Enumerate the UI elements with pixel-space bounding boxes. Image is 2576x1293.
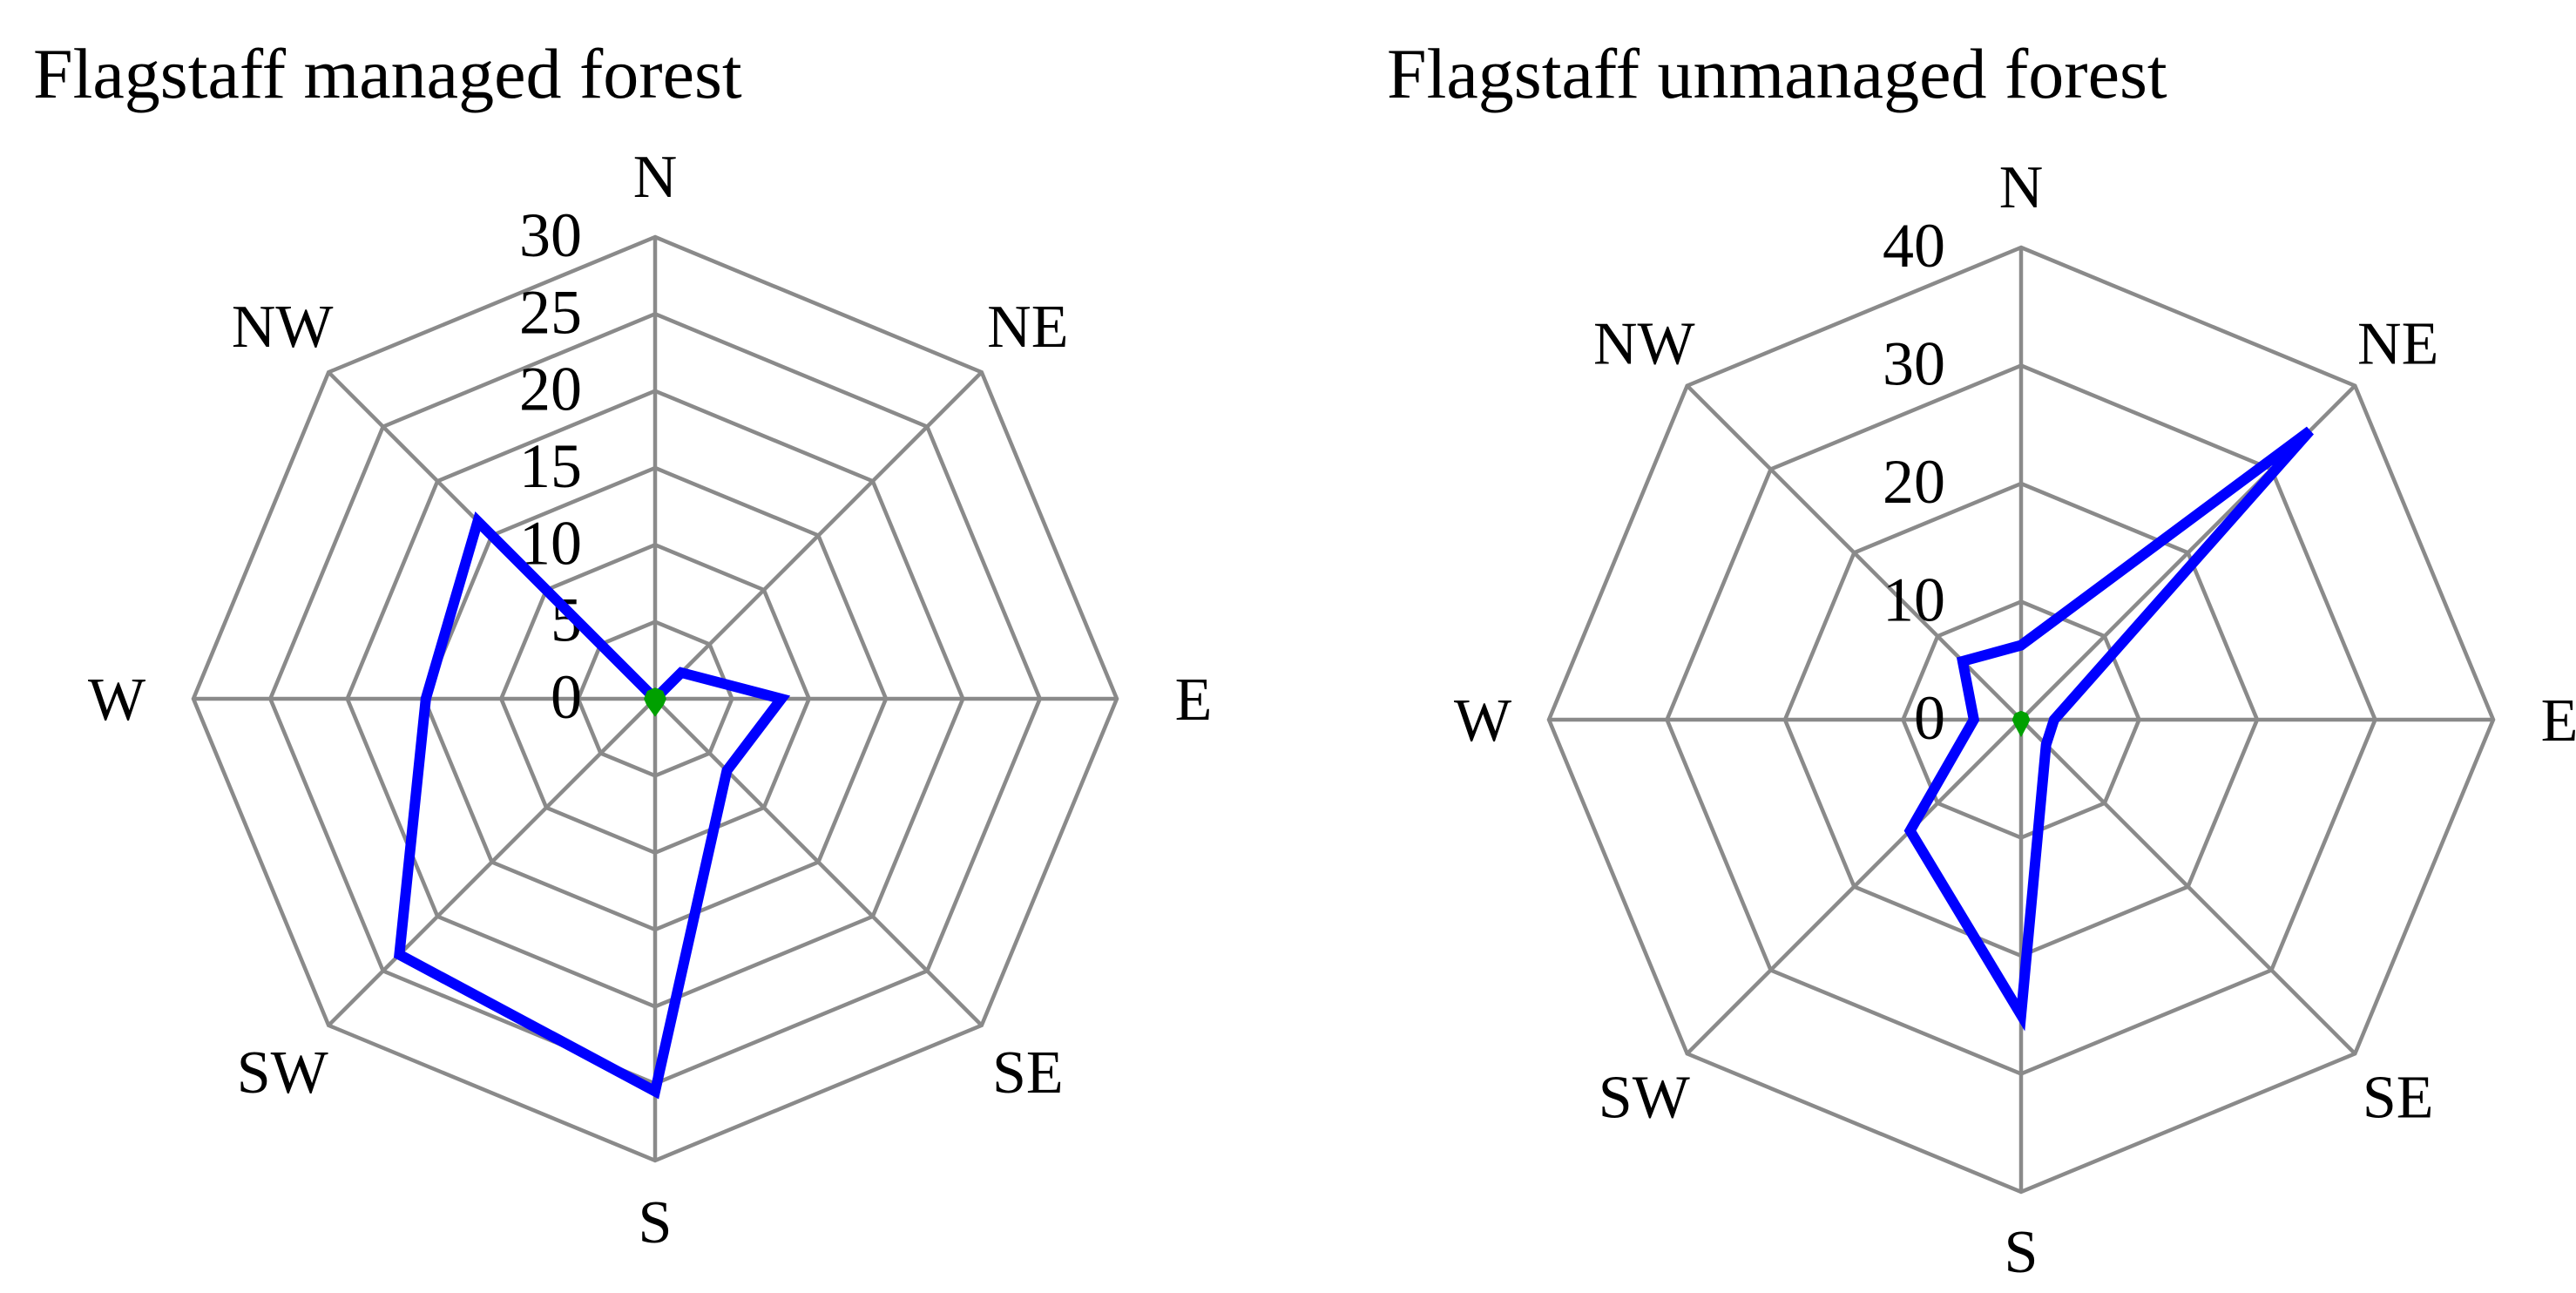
direction-label-e: E [1175,667,1213,734]
tick-label: 15 [519,431,582,501]
spoke-sw [327,697,657,1027]
radar-grid-unmanaged [1546,245,2496,1195]
direction-label-s: S [2005,1219,2038,1286]
direction-labels-managed: N NE E SE S SW W NW [88,144,1212,1256]
direction-label-n: N [633,144,678,211]
tick-label: 30 [1883,329,1945,399]
direction-label-ne: NE [987,294,1068,361]
blue-series-managed [394,511,791,1100]
direction-label-w: W [88,667,145,734]
spoke-sw [1686,718,2023,1055]
green-series-unmanaged [2011,710,2031,738]
spoke-ne [653,370,984,701]
chart-title-unmanaged: Flagstaff unmanaged forest [1387,34,2167,113]
direction-label-sw: SW [237,1039,328,1107]
blue-series-unmanaged [1903,426,2314,1032]
direction-label-nw: NW [232,294,334,361]
direction-label-se: SE [2363,1065,2434,1132]
direction-label-sw: SW [1599,1065,1690,1132]
tick-label: 25 [519,277,582,347]
direction-label-nw: NW [1593,310,1695,377]
tick-label: 20 [1883,447,1945,517]
tick-label: 10 [1883,565,1945,635]
tick-label: 30 [519,200,582,270]
tick-label: 0 [551,662,582,732]
data-series-managed [394,511,791,1100]
direction-label-s: S [639,1189,673,1256]
chart-title-managed: Flagstaff managed forest [33,34,742,113]
spoke-se [2019,718,2356,1055]
radial-tick-labels-unmanaged: 0 10 20 30 40 [1883,211,1945,753]
spoke-se [653,697,984,1027]
direction-label-se: SE [992,1039,1064,1107]
direction-label-w: W [1454,687,1511,755]
data-series-unmanaged [1903,426,2314,1032]
radar-chart-unmanaged: Flagstaff unmanaged forest 0 10 20 30 40 N NE… [1387,34,2576,1286]
direction-label-e: E [2541,687,2576,755]
green-series-managed [644,687,666,717]
tick-label: 40 [1883,211,1945,281]
tick-label: 20 [519,355,582,424]
direction-labels-unmanaged: N NE E SE S SW W NW [1454,154,2576,1286]
direction-label-n: N [1999,154,2044,221]
direction-label-ne: NE [2357,310,2438,377]
tick-label: 0 [1914,683,1945,753]
